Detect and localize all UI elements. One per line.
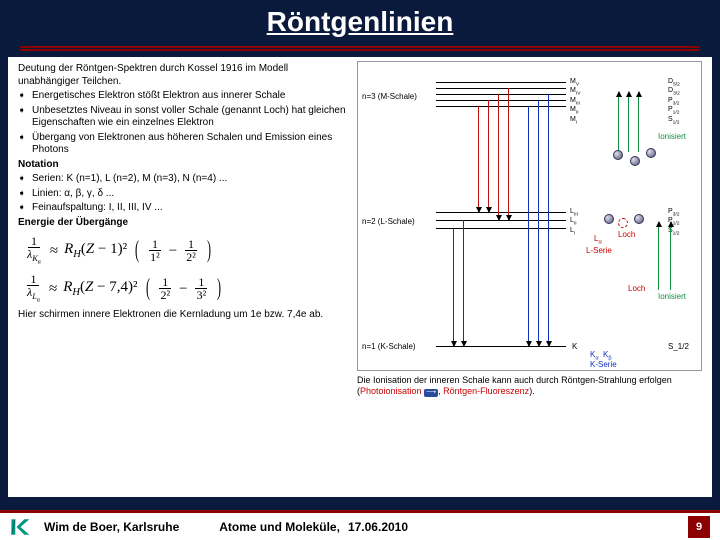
l-sublabel: LIIILIILI [570, 208, 578, 236]
bullet-item: Feinaufspaltung: I, II, III, IV ... [32, 202, 347, 215]
n2-label: n=2 (L-Schale) [362, 217, 415, 226]
kit-logo-icon [10, 518, 36, 536]
left-column: Deutung der Röntgen-Spektren durch Kosse… [8, 57, 353, 497]
arrow-pill: ⟶ [424, 389, 438, 397]
page-number: 9 [688, 516, 710, 538]
diagram-caption: Die Ionisation der inneren Schale kann a… [357, 375, 702, 397]
n3-label: n=3 (M-Schale) [362, 92, 417, 101]
bullet-list-2: Serien: K (n=1), L (n=2), M (n=3), N (n=… [18, 173, 347, 215]
f-den: 3² [194, 289, 210, 301]
m-terms: D5/2D3/2P3/2P1/2S1/2 [668, 78, 680, 125]
energy-level-diagram: n=3 (M-Schale) MVMIVMIIIMIIMI D5/2D3/2P3… [357, 61, 702, 371]
k-serie-label: K-Serie [590, 360, 617, 369]
intro-text: Deutung der Röntgen-Spektren durch Kosse… [18, 63, 347, 88]
n1-label: n=1 (K-Schale) [362, 342, 416, 351]
fluoreszenz: Röntgen-Fluoreszenz [443, 386, 529, 396]
footer: Wim de Boer, Karlsruhe Atome und Molekül… [0, 510, 720, 540]
bullet-item: Übergang von Elektronen aus höheren Scha… [32, 132, 347, 157]
k-term: S_1/2 [668, 342, 689, 351]
l-alpha-label: Lα [594, 234, 602, 246]
ionisiert-label: Ionisiert [658, 132, 686, 141]
energy-heading: Energie der Übergänge [18, 217, 347, 230]
bullet-list-1: Energetisches Elektron stößt Elektron au… [18, 90, 347, 157]
approx: ≈ [49, 280, 57, 299]
caption-text: , [438, 386, 441, 396]
footer-author: Wim de Boer, Karlsruhe [44, 520, 179, 534]
content-area: Deutung der Röntgen-Spektren durch Kosse… [8, 57, 712, 497]
bullet-item: Energetisches Elektron stößt Elektron au… [32, 90, 347, 103]
loch-label-k: Loch [628, 284, 645, 293]
k-label: K [572, 342, 577, 351]
formula-num: 1 [27, 273, 39, 286]
notation-heading: Notation [18, 159, 347, 172]
ionisiert-label-2: Ionisiert [658, 292, 686, 301]
bullet-item: Unbesetztes Niveau in sonst voller Schal… [32, 105, 347, 130]
closing-text: Hier schirmen innere Elektronen die Kern… [18, 309, 347, 322]
f-den: 1² [147, 251, 163, 263]
f-den: 2² [158, 289, 174, 301]
footer-date: 17.06.2010 [348, 520, 408, 534]
slide-title: Röntgenlinien [0, 0, 720, 38]
caption-text: ). [529, 386, 535, 396]
loch-label-l: Loch [618, 230, 635, 239]
photoionisation: Photoionisation [360, 386, 422, 396]
footer-lecture: Atome und Moleküle, [219, 520, 340, 534]
minus: − [169, 242, 177, 261]
f-den: 2² [183, 251, 199, 263]
approx: ≈ [50, 242, 58, 261]
bullet-item: Linien: α, β, γ, δ ... [32, 188, 347, 201]
formula-l-alpha: 1 λLα ≈ RH(Z − 7,4)² ( 1 2² − 1 3² ) [24, 273, 347, 305]
formula-k-alpha: 1 λKα ≈ RH(Z − 1)² ( 1 1² − 1 2² ) [24, 235, 347, 267]
l-serie-label: L-Serie [586, 246, 612, 255]
title-underline [20, 46, 700, 51]
m-sublabel: MVMIVMIIIMIIMI [570, 78, 580, 125]
right-column: n=3 (M-Schale) MVMIVMIIIMIIMI D5/2D3/2P3… [353, 57, 708, 497]
minus: − [179, 280, 187, 299]
bullet-item: Serien: K (n=1), L (n=2), M (n=3), N (n=… [32, 173, 347, 186]
